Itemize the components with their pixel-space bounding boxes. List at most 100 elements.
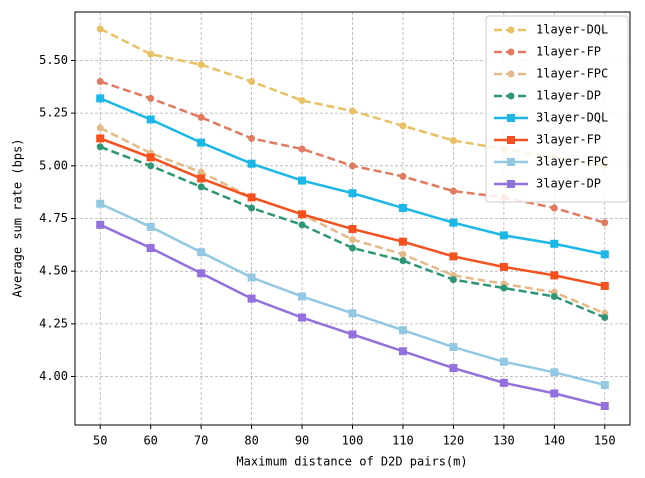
marker [550,204,558,212]
marker [197,61,205,69]
y-tick-label: 4.75 [39,211,68,225]
marker [399,250,407,258]
y-tick-label: 4.25 [39,316,68,330]
marker [449,364,458,373]
marker [146,153,155,162]
marker [550,389,559,398]
marker [449,252,458,261]
marker [96,143,104,151]
marker [298,221,306,229]
marker [96,199,105,208]
marker [550,368,559,377]
marker [550,239,559,248]
legend-label: 3layer-FPC [536,155,608,169]
marker [500,284,508,292]
marker [247,193,256,202]
marker [147,50,155,58]
legend-marker [507,26,515,34]
marker [298,313,307,322]
y-tick-label: 4.00 [39,369,68,383]
marker [247,273,256,282]
marker [247,294,256,303]
marker [248,134,256,142]
legend-marker [507,70,515,78]
marker [197,174,206,183]
marker [197,248,206,257]
marker [449,218,458,227]
y-tick-label: 5.50 [39,53,68,67]
marker [398,203,407,212]
marker [398,347,407,356]
marker [449,137,457,145]
legend-label: 3layer-DP [536,177,601,191]
marker [398,326,407,335]
marker [96,124,104,132]
marker [298,145,306,153]
x-tick-label: 140 [543,434,565,448]
marker [146,115,155,124]
marker [96,134,105,143]
marker [449,276,457,284]
marker [398,237,407,246]
marker [248,204,256,212]
x-tick-label: 130 [493,434,515,448]
legend-marker [507,114,515,122]
legend-marker [507,92,515,100]
marker [147,94,155,102]
marker [197,183,205,191]
marker [197,138,206,147]
legend-label: 1layer-DQL [536,23,608,37]
marker [349,162,356,170]
legend-marker [507,180,515,188]
marker [96,25,104,33]
marker [499,231,508,240]
marker [96,94,105,103]
x-tick-label: 80 [244,434,258,448]
marker [348,330,357,339]
marker [601,314,609,322]
marker [298,292,307,301]
marker [499,357,508,366]
x-tick-label: 50 [93,434,107,448]
marker [349,236,356,244]
marker [600,250,609,259]
y-tick-label: 5.25 [39,106,68,120]
legend-marker [507,136,515,144]
legend-label: 1layer-DP [536,89,601,103]
marker [550,292,558,300]
marker [248,78,256,86]
marker [348,309,357,318]
legend-label: 1layer-FP [536,45,601,59]
y-tick-label: 5.00 [39,158,68,172]
legend-marker [507,158,515,166]
legend-label: 3layer-FP [536,133,601,147]
marker [600,281,609,290]
x-tick-label: 70 [194,434,208,448]
legend-marker [507,48,515,56]
x-tick-label: 110 [392,434,414,448]
marker [399,257,407,265]
marker [247,159,256,168]
x-tick-label: 60 [143,434,157,448]
legend-box [485,15,629,203]
marker [197,113,205,121]
marker [499,378,508,387]
marker [550,271,559,280]
y-tick-label: 4.50 [39,264,68,278]
marker [600,402,609,411]
marker [600,380,609,389]
marker [349,244,356,252]
marker [146,222,155,231]
marker [298,97,306,104]
y-axis-label: Average sum rate (bps) [11,139,25,298]
legend-label: 3layer-DQL [536,111,608,125]
marker [601,219,609,227]
marker [349,107,356,115]
plot-frame [74,11,631,426]
marker [348,189,357,198]
marker [449,343,458,352]
marker [499,262,508,271]
marker [399,122,407,130]
